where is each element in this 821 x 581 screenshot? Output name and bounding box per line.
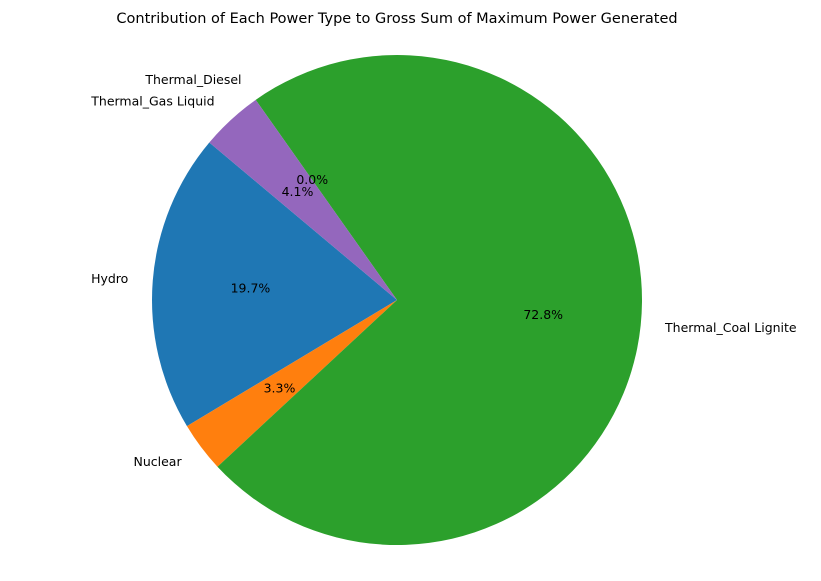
pie-labels: Hydro 19.7% Nuclear 3.3% Thermal_Coal Lignit…: [90, 72, 797, 469]
slice-label-hydro: Hydro: [91, 271, 128, 286]
slice-label-thermal-diesel: Thermal_Diesel: [144, 72, 241, 87]
pie-slice-hydro: [151, 142, 397, 427]
pie-slice-thermal-gas-liquid: [209, 99, 397, 300]
pct-label-thermal-gas-liquid: 4.1%: [282, 184, 314, 199]
pie-slice-thermal-coal-lignite: [217, 54, 643, 545]
pct-label-hydro: 19.7%: [231, 280, 271, 295]
slice-label-thermal-coal-lignite: Thermal_Coal Lignite: [664, 320, 797, 335]
pie-slices: [151, 54, 643, 545]
pct-label-nuclear: 3.3%: [264, 380, 296, 395]
slice-label-nuclear: Nuclear: [133, 454, 182, 469]
slice-label-thermal-gas-liquid: Thermal_Gas Liquid: [90, 94, 214, 109]
pie-slice-nuclear: [186, 300, 397, 467]
chart-title: Contribution of Each Power Type to Gross…: [116, 11, 677, 27]
pct-label-thermal-coal-lignite: 72.8%: [523, 307, 563, 322]
pct-label-thermal-diesel: 0.0%: [296, 172, 328, 187]
